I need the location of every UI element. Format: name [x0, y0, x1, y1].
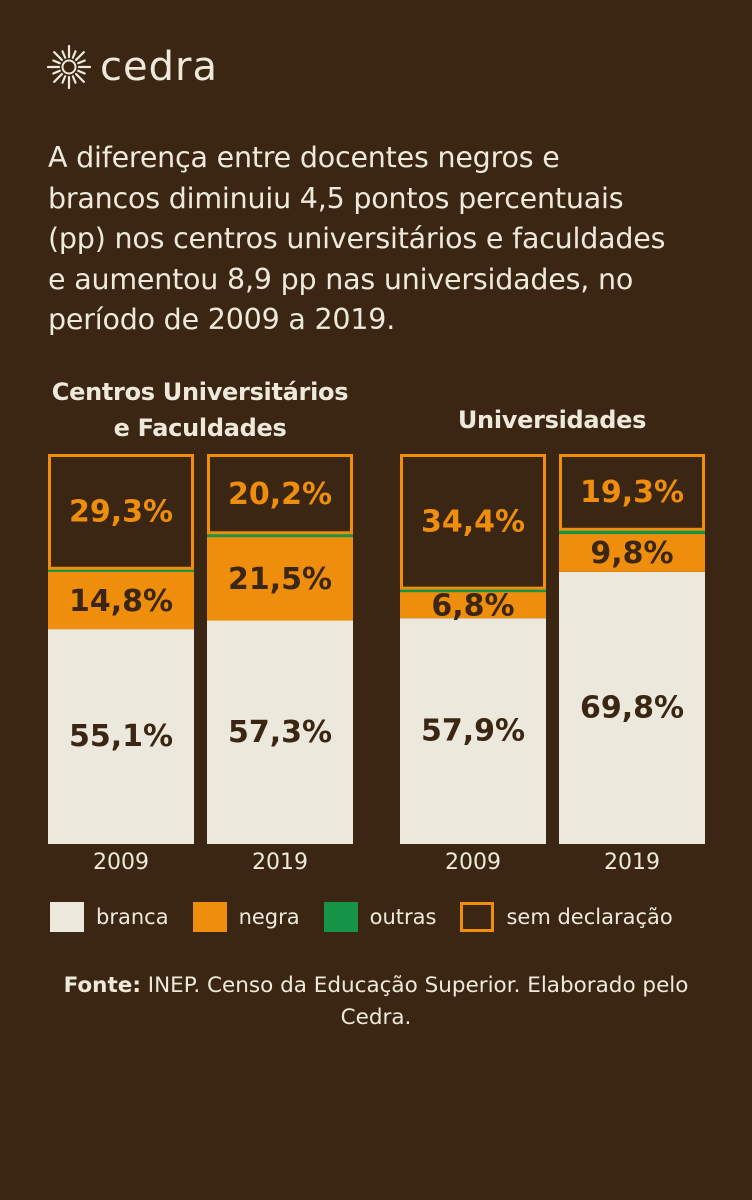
stacked-bar-chart: 55,1% 14,8% 29,3% 2009 57,3% 21,5% 20,2% 2019 57…	[48, 454, 705, 875]
label-sem-declaracao-g1-2009: 34,4%	[421, 505, 525, 540]
bar-branca-g1-2019	[559, 571, 705, 844]
legend-swatch-branca	[50, 902, 84, 932]
year-label-g1-2009: 2009	[445, 850, 501, 875]
source-prefix: Fonte:	[63, 973, 141, 998]
label-branca-g1-2019: 69,8%	[580, 690, 684, 725]
bar-branca-g0-2019	[207, 620, 353, 844]
bar-branca-g1-2009	[400, 618, 546, 844]
bar-outras-g0-2019	[207, 532, 353, 538]
bar-negra-g1-2019	[559, 533, 705, 572]
label-branca-g1-2009: 57,9%	[421, 714, 525, 749]
year-label-g0-2009: 2009	[93, 850, 149, 875]
bar-outras-g0-2009	[48, 568, 194, 572]
headline: A diferença entre docentes negros e bran…	[48, 141, 666, 336]
label-negra-g0-2019: 21,5%	[228, 562, 332, 597]
bar-sem-declaracao-g1-2019	[559, 454, 705, 531]
legend-swatch-negra	[192, 902, 227, 932]
label-negra-g0-2009: 14,8%	[69, 584, 173, 619]
legend-item-outras: outras	[323, 902, 437, 932]
legend-swatch-sem-declaracao	[460, 902, 495, 932]
bar-sem-declaracao-g0-2019	[207, 454, 353, 535]
bar-negra-g1-2009	[400, 591, 546, 619]
label-sem-declaracao-g0-2019: 20,2%	[228, 477, 332, 512]
legend-item-branca: branca	[50, 902, 169, 932]
year-label-g1-2019: 2019	[604, 850, 660, 875]
bar-negra-g0-2009	[48, 571, 194, 630]
legend-swatch-outras	[323, 902, 358, 932]
source-text: INEP. Censo da Educação Superior. Elabor…	[140, 973, 689, 1030]
bar-negra-g0-2019	[207, 536, 353, 621]
label-negra-g1-2009: 6,8%	[431, 588, 514, 623]
legend-label-sem-declaracao: sem declaração	[506, 905, 673, 929]
source-note: Fonte: INEP. Censo da Educação Superior.…	[40, 970, 712, 1034]
label-sem-declaracao-g1-2019: 19,3%	[580, 475, 684, 510]
legend-label-branca: branca	[96, 905, 169, 929]
bar-sem-declaracao-g0-2009	[48, 454, 194, 570]
label-branca-g0-2009: 55,1%	[69, 719, 173, 754]
legend-item-negra: negra	[192, 902, 300, 932]
sun-logo-icon	[46, 44, 92, 90]
year-label-g0-2019: 2019	[252, 850, 308, 875]
bar-sem-declaracao-g1-2009	[400, 454, 546, 590]
legend-label-negra: negra	[238, 905, 300, 929]
bar-outras-g1-2009	[400, 588, 546, 593]
group-title-universidades: Universidades	[457, 406, 647, 434]
legend-label-outras: outras	[369, 905, 437, 929]
bar-branca-g0-2009	[48, 629, 194, 844]
brand-logo: cedra	[46, 44, 218, 90]
legend-item-sem-declaracao: sem declaração	[460, 902, 673, 932]
legend: branca negra outras sem declaração	[50, 902, 673, 932]
label-negra-g1-2019: 9,8%	[590, 536, 673, 571]
group-title-centros: Centros Universitários e Faculdades	[51, 378, 349, 442]
brand-name: cedra	[100, 44, 218, 90]
bar-outras-g1-2019	[559, 529, 705, 535]
label-branca-g0-2019: 57,3%	[228, 715, 332, 750]
label-sem-declaracao-g0-2009: 29,3%	[69, 495, 173, 530]
